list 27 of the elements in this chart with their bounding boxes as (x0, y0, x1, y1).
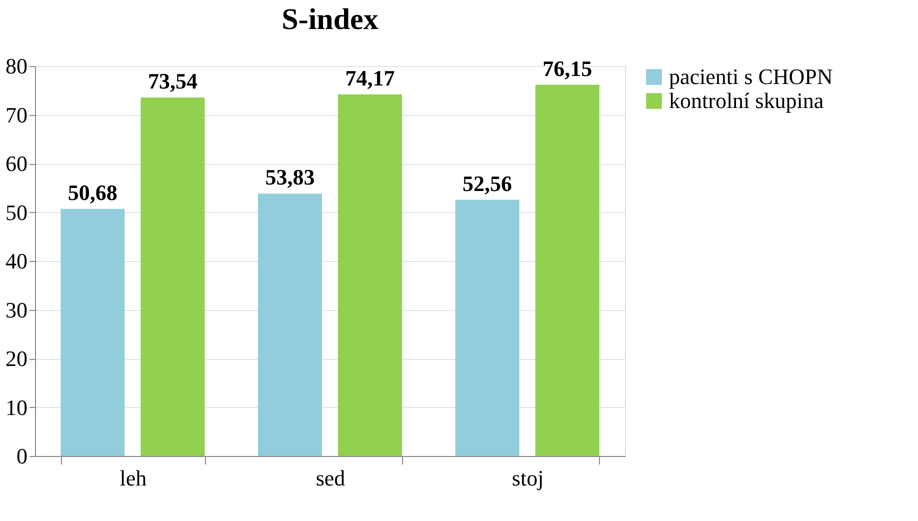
bar (140, 97, 205, 456)
y-tick-label: 10 (6, 394, 28, 420)
data-label: 73,54 (148, 68, 198, 94)
legend-label: kontrolní skupina (669, 88, 824, 113)
data-label: 76,15 (542, 56, 592, 81)
y-tick-label: 60 (6, 151, 28, 176)
x-tick-label: sed (316, 466, 346, 490)
data-label: 53,83 (265, 164, 315, 190)
y-tick-label: 80 (6, 54, 28, 78)
bar (535, 84, 600, 456)
bar (338, 94, 402, 456)
chart-title: S-index (282, 3, 378, 36)
y-tick-label: 50 (6, 200, 28, 225)
data-label: 50,68 (68, 180, 118, 205)
y-tick-label: 30 (6, 297, 28, 322)
bar (455, 200, 520, 456)
x-tick-label: leh (120, 466, 147, 490)
y-tick-label: 70 (6, 102, 28, 128)
y-tick-label: 20 (6, 346, 28, 371)
bar (60, 208, 125, 456)
legend-label: pacienti s CHOPN (669, 64, 833, 89)
data-label: 52,56 (462, 170, 512, 196)
data-label: 74,17 (345, 65, 395, 90)
x-tick-label: stoj (512, 466, 544, 490)
y-tick-label: 0 (16, 444, 28, 468)
bar (258, 194, 322, 456)
y-tick-label: 40 (6, 248, 28, 274)
